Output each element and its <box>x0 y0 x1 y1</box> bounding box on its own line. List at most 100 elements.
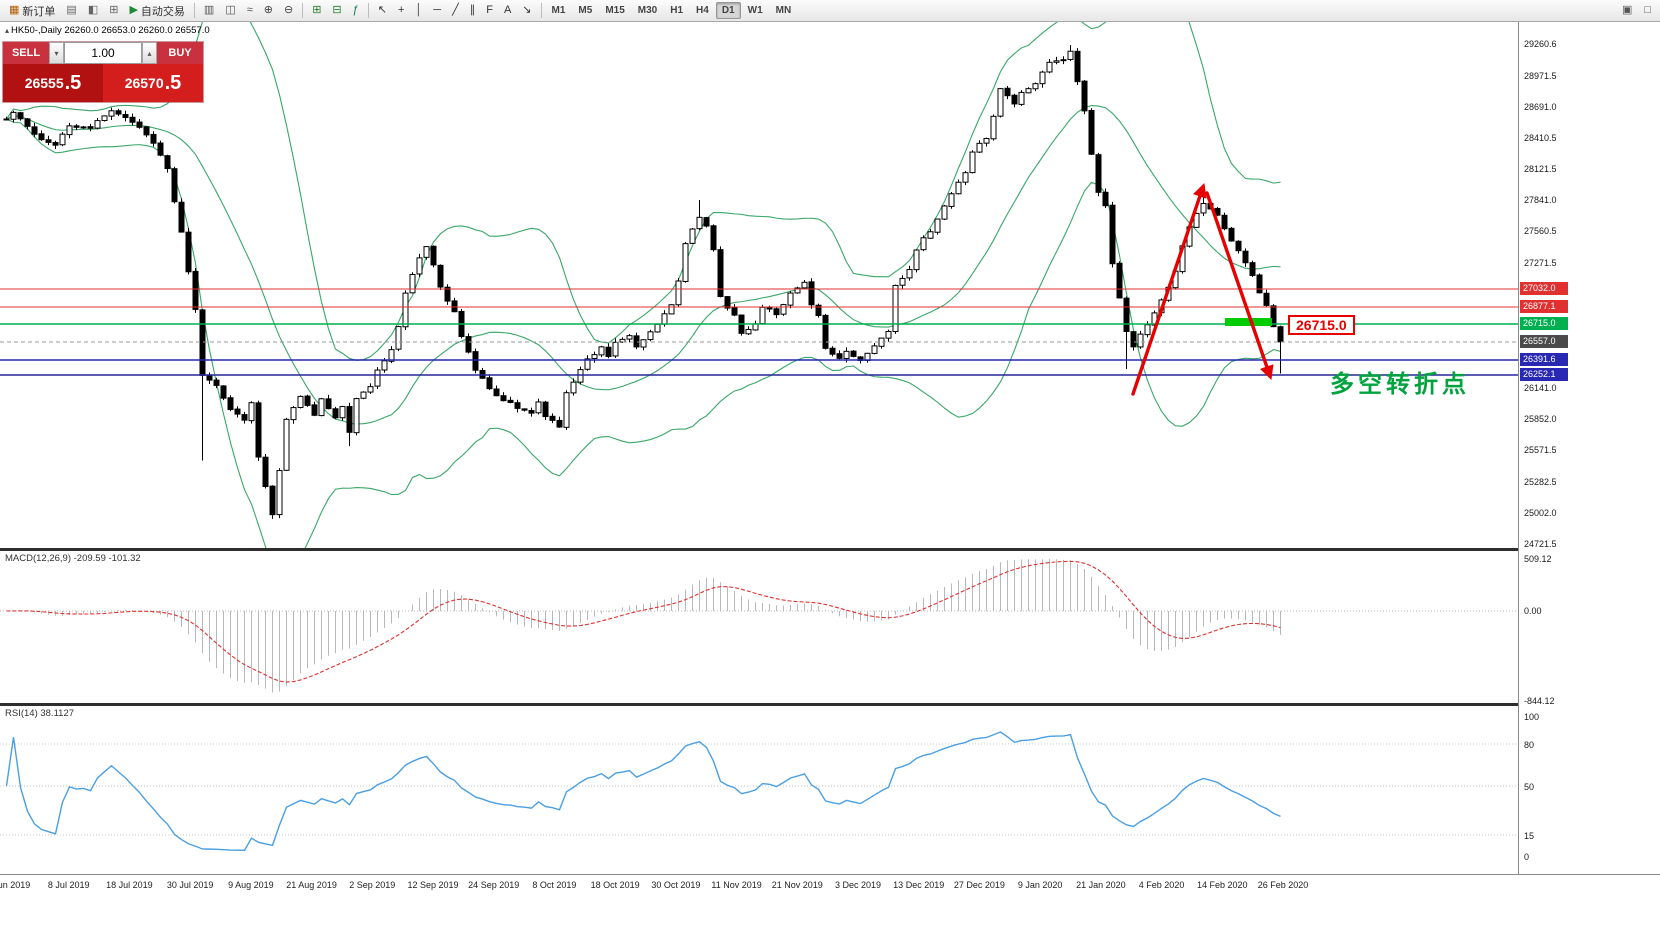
new-chart-button[interactable]: ▤ <box>61 2 81 20</box>
candlestick-chart-icon: ◫ <box>225 4 236 16</box>
text-button[interactable]: A <box>499 2 516 20</box>
macd-axis-label: 509.12 <box>1524 554 1552 564</box>
x-axis-label: 24 Sep 2019 <box>468 880 520 890</box>
timeframe-button-w1[interactable]: W1 <box>747 5 763 16</box>
vertical-line-icon: │ <box>415 4 423 16</box>
rsi-axis-label: 80 <box>1524 740 1535 750</box>
x-axis-label: 30 Oct 2019 <box>651 880 701 890</box>
timeframe-button-h4[interactable]: H4 <box>696 5 709 16</box>
horizontal-line-button[interactable]: ─ <box>428 2 446 20</box>
channel-icon: ∥ <box>469 4 476 16</box>
bar-chart-button[interactable]: ▥ <box>199 2 219 20</box>
price-tag: 26391.6 <box>1520 353 1568 366</box>
x-axis-label: 8 Jul 2019 <box>47 880 90 890</box>
x-axis-label: 9 Jan 2020 <box>1017 880 1063 890</box>
cascade-windows-button[interactable]: ⊟ <box>327 2 346 20</box>
new-chart-icon: ▤ <box>66 4 77 16</box>
y-axis-label: 28691.0 <box>1524 102 1557 112</box>
timeframe-button-h1[interactable]: H1 <box>670 5 684 16</box>
timeframe-button-m1[interactable]: M1 <box>551 5 566 16</box>
level-marker-bar[interactable] <box>1225 318 1272 326</box>
vertical-line-button[interactable]: │ <box>410 2 427 20</box>
price-tag: 27032.0 <box>1520 282 1568 295</box>
indicators-icon: ƒ <box>352 4 359 16</box>
rsi-line <box>5 731 1281 852</box>
zoom-out-button[interactable]: ⊖ <box>279 2 298 20</box>
buy-price: 26570 <box>124 75 164 91</box>
bollinger-bands <box>6 22 1281 548</box>
crosshair-button[interactable]: + <box>393 2 409 20</box>
arrows-button[interactable]: ↘ <box>517 2 536 20</box>
timeframe-button-mn[interactable]: MN <box>775 5 792 16</box>
rsi-axis-label: 15 <box>1524 831 1535 841</box>
x-axis-label: 21 Jan 2020 <box>1076 880 1126 890</box>
x-axis-label: 18 Oct 2019 <box>590 880 640 890</box>
macd-panel[interactable] <box>0 551 1518 703</box>
rsi-panel[interactable] <box>0 706 1518 874</box>
x-axis-label: 9 Aug 2019 <box>228 880 274 890</box>
candlestick-chart[interactable] <box>0 22 1518 548</box>
auto-trading-button[interactable]: ▶ 自动交易 <box>124 2 189 20</box>
cascade-windows-icon: ⊟ <box>332 4 342 16</box>
auto-trading-button-label: 自动交易 <box>140 5 185 18</box>
new-order-button[interactable]: ▦ 新订单 <box>4 2 60 20</box>
y-axis-label: 28121.5 <box>1524 164 1557 174</box>
sell-price-pips: .5 <box>64 71 82 94</box>
y-axis-label: 28410.5 <box>1524 133 1557 143</box>
window-list-button[interactable]: □ <box>1639 2 1656 20</box>
timeframe-button-m30[interactable]: M30 <box>637 5 658 16</box>
price-tag: 26557.0 <box>1520 335 1568 348</box>
channel-button[interactable]: ∥ <box>465 2 481 20</box>
trendline-button[interactable]: ╱ <box>447 2 464 20</box>
chart-symbol-info: HK50-,Daily 26260.0 26653.0 26260.0 2655… <box>11 25 210 36</box>
rsi-axis-label: 0 <box>1524 852 1530 862</box>
y-axis-label: 24721.5 <box>1524 539 1557 549</box>
trend-arrow-annotation[interactable] <box>1131 182 1274 396</box>
new-order-button-label: 新订单 <box>22 5 56 18</box>
tile-windows-button[interactable]: ⊞ <box>307 2 326 20</box>
timeframe-button-d1[interactable]: D1 <box>715 2 741 19</box>
volume-input[interactable] <box>64 42 142 64</box>
macd-axis-label: 0.00 <box>1524 606 1542 616</box>
indicators-button[interactable]: ƒ <box>348 2 364 20</box>
candlestick-chart-button[interactable]: ◫ <box>220 2 240 20</box>
price-tag: 26715.0 <box>1520 317 1568 330</box>
x-axis-label: 30 Jul 2019 <box>166 880 214 890</box>
crosshair-icon: + <box>397 4 405 16</box>
toolbar-separator <box>193 3 195 18</box>
level-callout-label[interactable]: 26715.0 <box>1288 315 1355 335</box>
panel-separator[interactable] <box>0 703 1660 706</box>
y-axis-label: 28971.5 <box>1524 71 1557 81</box>
line-chart-button[interactable]: ≈ <box>242 2 258 20</box>
macd-signal-line <box>6 560 1281 683</box>
terminal-button[interactable]: ⊞ <box>104 2 123 20</box>
zoom-in-icon: ⊕ <box>263 4 273 16</box>
text-icon: A <box>503 4 512 16</box>
y-axis-label: 27841.0 <box>1524 195 1557 205</box>
y-axis-label: 25282.5 <box>1524 477 1557 487</box>
horizontal-line-icon: ─ <box>433 4 442 16</box>
cursor-button[interactable]: ↖ <box>373 2 392 20</box>
rsi-axis-label: 50 <box>1524 782 1535 792</box>
buy-price-button[interactable]: 26570 .5 <box>103 64 203 102</box>
macd-axis-label: -844.12 <box>1524 696 1555 706</box>
turning-point-text[interactable]: 多空转折点 <box>1330 371 1470 398</box>
sell-price-button[interactable]: 26555 .5 <box>3 64 103 102</box>
timeframe-button-m15[interactable]: M15 <box>605 5 625 16</box>
timeframe-button-m5[interactable]: M5 <box>578 5 593 16</box>
x-axis-label: 27 Dec 2019 <box>953 880 1005 890</box>
zoom-out-icon: ⊖ <box>283 4 294 16</box>
volume-increase-button[interactable]: ▴ <box>142 42 157 64</box>
fibonacci-button[interactable]: F <box>481 2 498 20</box>
panel-separator[interactable] <box>0 548 1660 551</box>
profiles-button[interactable]: ◧ <box>83 2 103 20</box>
buy-price-pips: .5 <box>164 71 182 94</box>
main-toolbar: ▦ 新订单 ▤ ◧ ⊞ ▶ 自动交易 ▥ ◫ ≈ ⊕ ⊖ ⊞ ⊟ ƒ ↖ + │ ─ ╱ ∥ F A ↘ M1 M5 M15 M30 H… <box>0 0 1660 22</box>
macd-histogram <box>13 559 1281 693</box>
y-axis-label: 25571.5 <box>1524 445 1557 455</box>
window-list-icon: □ <box>1644 4 1651 16</box>
zoom-in-button[interactable]: ⊕ <box>259 2 278 20</box>
volume-decrease-button[interactable]: ▾ <box>49 42 64 64</box>
data-window-button[interactable]: ▣ <box>1617 2 1637 20</box>
